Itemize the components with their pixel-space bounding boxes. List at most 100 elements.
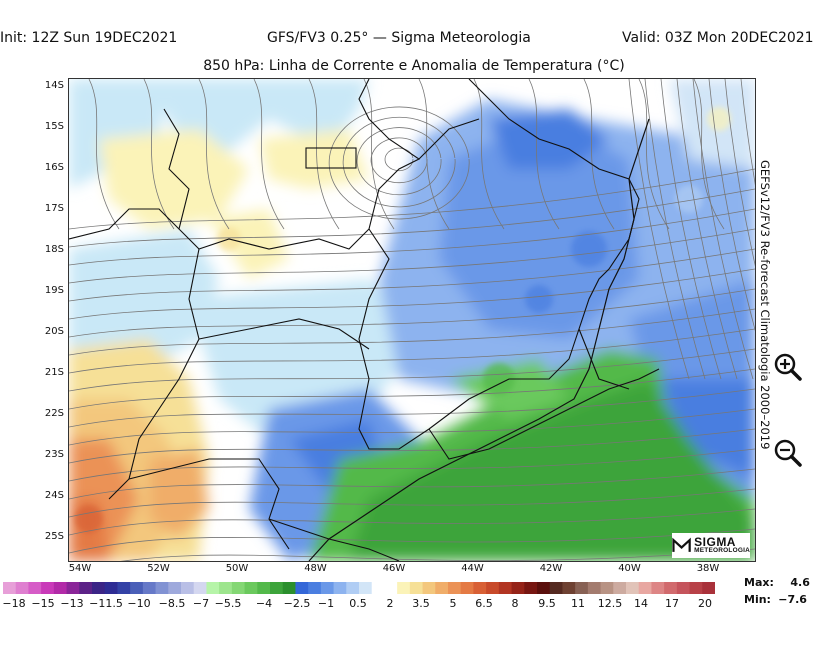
colorbar-label: −5.5 — [214, 597, 242, 610]
colorbar — [3, 582, 715, 594]
streamline — [363, 79, 395, 230]
colorbar-swatch — [130, 582, 144, 594]
init-time: Init: 12Z Sun 19DEC2021 — [0, 30, 178, 46]
colorbar-swatch — [41, 582, 55, 594]
colorbar-swatch — [282, 582, 296, 594]
max-label: Max: — [744, 576, 774, 589]
colorbar-label: 9.5 — [538, 597, 556, 610]
streamline — [253, 79, 285, 230]
colorbar-swatch — [676, 582, 691, 594]
colorbar-swatch — [359, 582, 373, 594]
colorbar-swatch — [66, 582, 80, 594]
streamline — [143, 79, 175, 230]
valid-time: Valid: 03Z Mon 20DEC2021 — [622, 30, 814, 46]
colorbar-swatch — [79, 582, 93, 594]
colorbar-label: 17 — [665, 597, 679, 610]
colorbar-swatch — [626, 582, 640, 594]
colorbar-label: 3.5 — [412, 597, 430, 610]
colorbar-label: −10 — [127, 597, 151, 610]
colorbar-swatch — [117, 582, 131, 594]
colorbar-swatch — [384, 582, 398, 594]
colorbar-label: −18 — [2, 597, 26, 610]
longitude-label: 40W — [618, 563, 641, 574]
colorbar-swatch — [3, 582, 17, 594]
colorbar-swatch — [104, 582, 118, 594]
temperature-anomaly-field — [69, 79, 755, 561]
min-label: Min: — [744, 593, 771, 606]
streamline — [69, 308, 755, 356]
colorbar-swatch — [638, 582, 652, 594]
streamline — [69, 468, 755, 500]
state-borders — [69, 79, 660, 561]
colorbar-swatch — [613, 582, 627, 594]
colorbar-swatch — [422, 582, 436, 594]
colorbar-swatch — [486, 582, 500, 594]
colorbar-swatch — [537, 582, 551, 594]
streamline — [69, 488, 755, 518]
latitude-label: 15S — [44, 121, 64, 132]
streamline — [69, 528, 755, 554]
colorbar-swatch — [168, 582, 182, 594]
latitude-label: 16S — [44, 162, 64, 173]
logo-sub-text: METEOROLOGIA — [694, 547, 750, 555]
colorbar-swatch — [257, 582, 271, 594]
streamline — [342, 116, 456, 208]
latitude-label: 21S — [44, 367, 64, 378]
latitude-label: 18S — [44, 244, 64, 255]
zoom-out-button[interactable] — [773, 438, 803, 468]
latitude-label: 14S — [44, 80, 64, 91]
longitude-label: 38W — [696, 563, 720, 574]
streamline — [198, 79, 230, 230]
latitude-label: 25S — [44, 531, 64, 542]
colorbar-swatch — [346, 582, 360, 594]
map-subtitle: 850 hPa: Linha de Corrente e Anomalia de… — [203, 58, 625, 74]
streamline — [69, 328, 755, 374]
colorbar-swatch — [651, 582, 665, 594]
colorbar-swatch — [435, 582, 449, 594]
colorbar-swatch — [409, 582, 424, 594]
streamline — [724, 79, 755, 267]
colorbar-label: 2 — [386, 597, 394, 610]
colorbar-label: −8.5 — [158, 597, 186, 610]
colorbar-swatch — [397, 582, 411, 594]
anomaly-stats: Max: 4.6 Min: −7.6 — [744, 574, 810, 608]
colorbar-swatch — [702, 582, 715, 594]
colorbar-swatch — [511, 582, 525, 594]
latitude-label: 22S — [44, 408, 64, 419]
colorbar-swatch — [295, 582, 309, 594]
colorbar-label: 8 — [511, 597, 519, 610]
colorbar-swatch — [333, 582, 347, 594]
streamline — [69, 248, 755, 302]
colorbar-swatch — [689, 582, 703, 594]
colorbar-swatch — [142, 582, 157, 594]
colorbar-swatch — [231, 582, 246, 594]
colorbar-swatch — [562, 582, 576, 594]
longitude-label: 50W — [225, 563, 249, 574]
longitude-label: 48W — [304, 563, 327, 574]
colorbar-label: 5 — [449, 597, 457, 610]
colorbar-swatch — [15, 582, 29, 594]
zoom-in-button[interactable] — [773, 352, 803, 382]
streamline — [708, 79, 755, 332]
colorbar-swatch — [270, 582, 284, 594]
colorbar-swatch — [155, 582, 169, 594]
longitude-label: 42W — [539, 563, 563, 574]
max-row: Max: 4.6 — [744, 574, 810, 591]
streamline — [69, 288, 755, 338]
colorbar-swatch — [181, 582, 195, 594]
logo-main-text: SIGMA — [694, 535, 736, 550]
colorbar-label: 14 — [634, 597, 648, 610]
colorbar-label: 20 — [698, 597, 712, 610]
max-value: 4.6 — [790, 576, 810, 589]
streamline — [660, 79, 722, 380]
streamline — [120, 548, 755, 561]
colorbar-swatch — [371, 582, 385, 594]
latitude-label: 20S — [44, 326, 64, 337]
weather-map[interactable] — [68, 78, 756, 562]
latitude-label: 24S — [44, 490, 64, 501]
latitude-label: 17S — [44, 203, 64, 214]
colorbar-swatch — [92, 582, 106, 594]
latitude-label: 19S — [44, 285, 64, 296]
streamline — [69, 188, 755, 248]
coastline — [308, 118, 650, 561]
